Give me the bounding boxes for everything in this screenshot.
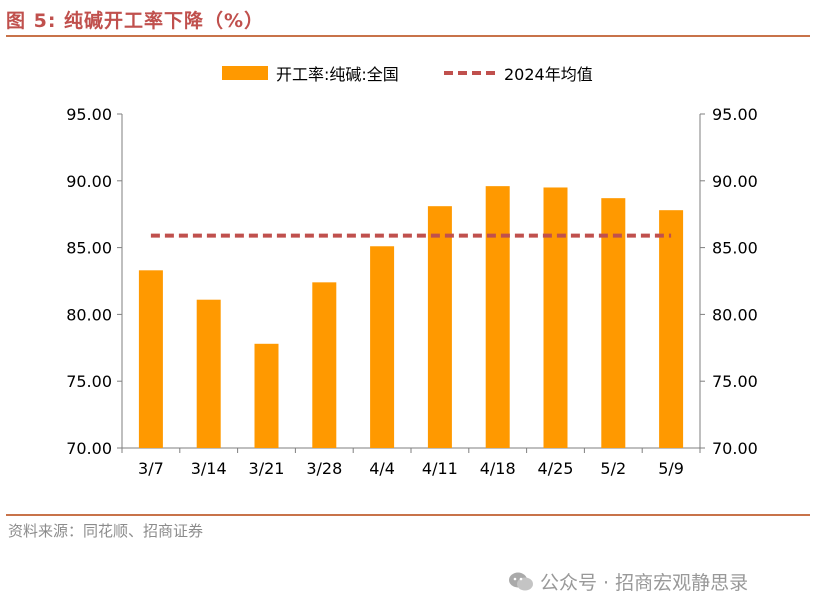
x-tick-label: 4/11 (422, 459, 458, 478)
x-tick-label: 3/14 (191, 459, 227, 478)
x-tick-label: 5/9 (658, 459, 684, 478)
wechat-icon (509, 572, 533, 590)
chart: 开工率:纯碱:全国 2024年均值 70.00 75.00 80.00 85.00 90… (66, 65, 758, 478)
watermark-text: 公众号 · 招商宏观静思录 (540, 572, 749, 594)
axes: 70.00 75.00 80.00 85.00 90.00 95.00 70.00 75.00… (66, 105, 758, 478)
x-tick-label: 4/4 (369, 459, 395, 478)
x-tick-label: 4/18 (480, 459, 516, 478)
bar-4/4 (370, 246, 395, 448)
bar-4/18 (485, 186, 510, 449)
y-tick-label-right: 85.00 (712, 239, 758, 258)
bar-4/11 (427, 206, 452, 448)
y-tick-label-right: 75.00 (712, 372, 758, 391)
source-note: 资料来源：同花顺、招商证券 (8, 522, 204, 540)
x-tick-label: 3/21 (249, 459, 285, 478)
legend-bar-label: 开工率:纯碱:全国 (276, 65, 399, 84)
bar-4/25 (543, 187, 568, 449)
bar-5/2 (601, 198, 626, 448)
y-tick-label-left: 90.00 (66, 172, 112, 191)
x-tick-label: 3/28 (306, 459, 342, 478)
y-tick-label-right: 80.00 (712, 305, 758, 324)
y-tick-label-right: 70.00 (712, 439, 758, 458)
y-tick-label-left: 70.00 (66, 439, 112, 458)
legend-bar-swatch (222, 66, 268, 80)
legend: 开工率:纯碱:全国 2024年均值 (222, 65, 593, 84)
y-tick-label-left: 85.00 (66, 239, 112, 258)
x-tick-label: 4/25 (538, 459, 574, 478)
bar-3/28 (312, 282, 337, 448)
y-tick-label-right: 90.00 (712, 172, 758, 191)
title-divider (6, 35, 810, 37)
legend-line-label: 2024年均值 (504, 65, 593, 84)
bar-5/9 (659, 210, 684, 448)
y-tick-label-right: 95.00 (712, 105, 758, 124)
y-tick-label-left: 75.00 (66, 372, 112, 391)
bar-3/7 (138, 270, 163, 448)
y-tick-label-left: 80.00 (66, 305, 112, 324)
x-tick-label: 5/2 (600, 459, 626, 478)
x-tick-label: 3/7 (138, 459, 164, 478)
bars (138, 186, 684, 449)
bar-3/21 (254, 343, 279, 448)
watermark: 公众号 · 招商宏观静思录 (508, 568, 748, 595)
figure-title: 图 5: 纯碱开工率下降（%） (6, 10, 265, 32)
footer-divider (6, 514, 810, 516)
bar-3/14 (196, 299, 221, 448)
y-tick-label-left: 95.00 (66, 105, 112, 124)
